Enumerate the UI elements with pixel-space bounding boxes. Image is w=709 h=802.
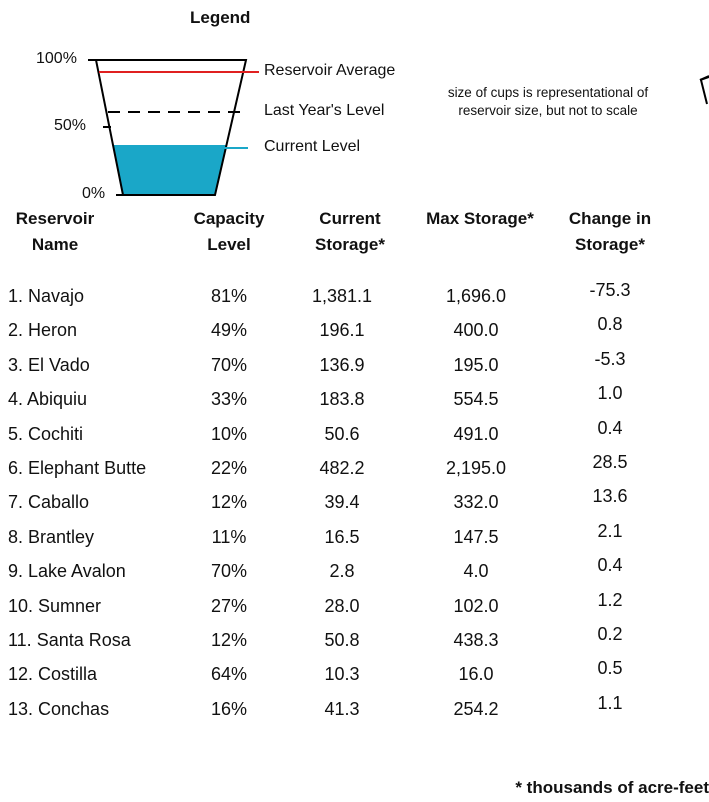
table-cell: 16.0 <box>458 664 494 685</box>
legend-note: size of cups is representational of rese… <box>447 85 649 118</box>
legend-label: Reservoir Average <box>264 62 396 79</box>
reservoir-name: 1. Navajo <box>8 286 85 306</box>
reservoir-name: 10. Sumner <box>8 595 102 616</box>
table-cell: 0.8 <box>597 314 623 335</box>
column-header: Change in Storage* <box>568 209 652 254</box>
reservoir-name: 13. Conchas <box>8 698 110 719</box>
table-cell: -5.3 <box>594 348 626 369</box>
reservoir-name: 12. Costilla <box>8 664 98 685</box>
reservoir-name: 5. Cochiti <box>8 423 84 444</box>
table-cell: 49% <box>210 320 248 341</box>
table-cell: 0.4 <box>597 417 623 438</box>
table-cell: 332.0 <box>453 492 499 513</box>
reservoir-name: 11. Santa Rosa <box>8 630 131 650</box>
current-fill <box>113 145 227 195</box>
table-cell: 12% <box>210 630 248 650</box>
table-cell: 27% <box>210 595 248 616</box>
table-cell: 147.5 <box>453 526 499 547</box>
table-cell: 196.1 <box>319 320 365 341</box>
partial-cup <box>699 76 709 81</box>
table-cell: 16% <box>210 698 248 719</box>
table-cell: 554.5 <box>453 389 499 410</box>
table-cell: 0.2 <box>597 624 623 644</box>
table-cell: 0.4 <box>597 555 623 576</box>
table-cell: 1.1 <box>597 692 623 713</box>
table-cell: 70% <box>210 561 248 582</box>
table-cell: 2,195.0 <box>445 458 507 478</box>
cup <box>94 59 248 196</box>
legend-label: Current Level <box>264 138 361 155</box>
scale-label: 100% <box>36 50 77 67</box>
column-header: Max Storage* <box>426 209 534 228</box>
reservoir-name: 8. Brantley <box>8 526 95 547</box>
table-cell: 183.8 <box>319 389 365 410</box>
table-cell: 195.0 <box>453 354 499 375</box>
table-cell: 28.0 <box>324 595 360 616</box>
table-cell: 482.2 <box>319 458 365 478</box>
reservoir-name: 3. El Vado <box>8 354 90 375</box>
reservoir-name: 7. Caballo <box>8 492 90 513</box>
table-cell: 50.8 <box>324 630 360 650</box>
scale-label: 0% <box>82 185 106 202</box>
reservoir-name: 6. Elephant Butte <box>8 458 147 478</box>
table-cell: 136.9 <box>319 354 365 375</box>
column-header: Current Storage* <box>315 209 385 254</box>
table-cell: 0.5 <box>597 658 623 679</box>
table-cell: 1.0 <box>597 383 623 404</box>
table-cell: 10% <box>210 423 248 444</box>
table-cell: 10.3 <box>324 664 360 685</box>
table-cell: 22% <box>210 458 248 478</box>
table-cell: 4.0 <box>463 561 489 582</box>
reservoir-name: 9. Lake Avalon <box>8 561 126 582</box>
table-cell: 2.8 <box>329 561 355 582</box>
column-header: Capacity Level <box>193 209 265 254</box>
table-cell: 1.2 <box>597 589 623 610</box>
footnote: * thousands of acre-feet <box>515 778 709 797</box>
table-cell: 28.5 <box>592 452 628 472</box>
table-cell: 81% <box>210 286 248 306</box>
table-cell: 70% <box>210 354 248 375</box>
table-cell: 400.0 <box>453 320 499 341</box>
reservoir-name: 4. Abiquiu <box>8 389 88 410</box>
table-cell: 64% <box>210 664 248 685</box>
legend-title: Legend <box>190 8 251 27</box>
legend-label: Last Year's Level <box>264 102 385 119</box>
table-cell: 13.6 <box>592 486 628 507</box>
table-cell: 41.3 <box>324 698 360 719</box>
table-cell: 16.5 <box>324 526 360 547</box>
table-cell: 102.0 <box>453 595 499 616</box>
table-cell: 491.0 <box>453 423 499 444</box>
table-cell: -75.3 <box>589 280 631 300</box>
table-cell: 254.2 <box>453 698 499 719</box>
table-cell: 33% <box>210 389 248 410</box>
table-cell: 2.1 <box>597 520 623 541</box>
table-cell: 11% <box>211 526 247 547</box>
table-cell: 1,696.0 <box>445 286 507 306</box>
table-cell: 12% <box>210 492 248 513</box>
table-cell: 438.3 <box>453 630 499 650</box>
scale-label: 50% <box>54 117 87 134</box>
partial-cup <box>700 79 708 105</box>
table-cell: 50.6 <box>324 423 360 444</box>
table-cell: 39.4 <box>324 492 360 513</box>
column-header: Reservoir Name <box>15 209 95 254</box>
reservoir-name: 2. Heron <box>8 320 78 341</box>
table-cell: 1,381.1 <box>311 286 373 306</box>
